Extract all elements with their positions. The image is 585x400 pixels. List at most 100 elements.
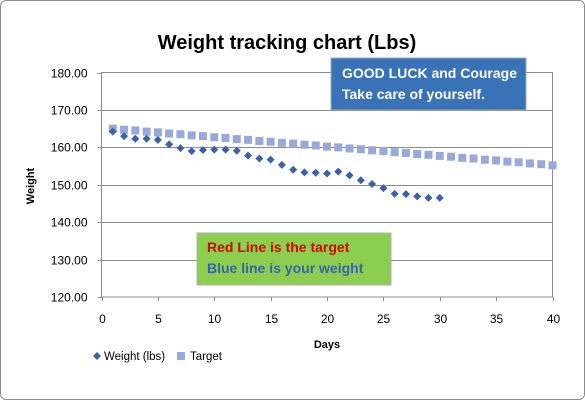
y-tick-label: 140.00 xyxy=(51,216,88,230)
y-axis-ticks: 120.00 130.00 140.00 150.00 160.00 170.00 180.… xyxy=(51,67,102,305)
x-axis-label: Days xyxy=(314,339,340,351)
annotation-target-note: Red Line is the target xyxy=(207,239,350,255)
target-point xyxy=(401,148,410,157)
x-tick-label: 5 xyxy=(155,312,162,326)
weight-point xyxy=(277,160,286,169)
weight-point xyxy=(232,146,241,155)
x-axis-ticks: 0 5 10 15 20 25 30 35 40 xyxy=(99,297,560,326)
annotation-legend-note-box xyxy=(196,232,392,286)
target-point xyxy=(537,160,546,169)
target-point xyxy=(131,126,140,135)
weight-point xyxy=(142,134,151,143)
weight-point xyxy=(435,193,444,202)
weight-point xyxy=(401,190,410,199)
annotation-good-luck-line-2: Take care of yourself. xyxy=(342,86,485,102)
target-series xyxy=(108,124,557,170)
weight-point xyxy=(379,184,388,193)
target-point xyxy=(176,130,185,139)
x-tick-label: 10 xyxy=(208,312,222,326)
target-point xyxy=(480,155,489,164)
weight-point xyxy=(345,171,354,180)
target-point xyxy=(244,135,253,144)
weight-series xyxy=(108,127,444,202)
weight-point xyxy=(289,165,298,174)
target-point xyxy=(300,140,309,149)
target-point xyxy=(469,154,478,163)
target-point xyxy=(334,143,343,152)
target-point xyxy=(311,141,320,150)
x-tick-label: 20 xyxy=(321,312,335,326)
weight-point xyxy=(198,145,207,154)
weight-point xyxy=(131,134,140,143)
target-point xyxy=(142,127,151,136)
annotation-good-luck-box xyxy=(330,57,527,111)
weight-point xyxy=(187,147,196,156)
target-point xyxy=(548,161,557,170)
target-point xyxy=(120,125,129,134)
target-point xyxy=(165,129,174,138)
target-point xyxy=(368,146,377,155)
target-point xyxy=(356,145,365,154)
target-point xyxy=(198,132,207,141)
weight-point xyxy=(244,151,253,160)
target-point xyxy=(255,136,264,145)
weight-point xyxy=(255,154,264,163)
y-tick-label: 170.00 xyxy=(51,104,88,118)
weight-point xyxy=(210,145,219,154)
target-point xyxy=(424,150,433,159)
weight-point xyxy=(323,169,331,178)
weight-point xyxy=(266,155,275,164)
target-point xyxy=(503,157,512,166)
annotation-weight-note: Blue line is your weight xyxy=(207,260,364,276)
target-point xyxy=(413,150,422,159)
x-tick-label: 30 xyxy=(434,312,448,326)
x-tick-label: 35 xyxy=(490,312,504,326)
target-point xyxy=(492,156,501,165)
target-point xyxy=(210,133,219,142)
target-point xyxy=(458,153,467,162)
y-tick-label: 150.00 xyxy=(51,179,88,193)
target-point xyxy=(379,147,388,156)
target-point xyxy=(232,135,241,144)
target-point xyxy=(390,148,399,157)
target-point xyxy=(221,133,230,142)
chart-title: Weight tracking chart (Lbs) xyxy=(158,32,417,54)
y-axis-label: Weight xyxy=(25,167,37,204)
weight-point xyxy=(153,135,162,144)
weight-point xyxy=(165,140,174,149)
target-point xyxy=(525,159,534,168)
weight-point xyxy=(368,180,377,189)
legend-weight-marker xyxy=(93,352,101,360)
legend-weight-label: Weight (lbs) xyxy=(104,351,165,363)
target-point xyxy=(514,158,523,167)
y-tick-label: 180.00 xyxy=(51,67,88,81)
target-point xyxy=(345,144,354,153)
x-tick-label: 25 xyxy=(377,312,391,326)
x-tick-label: 0 xyxy=(99,312,106,326)
y-tick-label: 160.00 xyxy=(51,141,88,155)
weight-point xyxy=(108,127,117,136)
x-tick-label: 40 xyxy=(547,312,561,326)
x-tick-label: 15 xyxy=(265,312,279,326)
weight-point xyxy=(300,168,309,177)
target-point xyxy=(435,151,444,160)
annotation-good-luck: GOOD LUCK and Courage Take care of yours… xyxy=(330,57,527,111)
target-point xyxy=(289,139,298,148)
legend-target-label: Target xyxy=(190,351,223,363)
weight-point xyxy=(356,176,365,185)
target-point xyxy=(447,152,456,161)
weight-point xyxy=(413,192,422,201)
y-tick-label: 130.00 xyxy=(51,254,88,268)
annotation-legend-note: Red Line is the target Blue line is your… xyxy=(196,232,392,286)
target-point xyxy=(187,131,196,140)
annotation-good-luck-line-1: GOOD LUCK and Courage xyxy=(342,65,517,81)
weight-point xyxy=(120,132,129,141)
weight-point xyxy=(176,144,185,153)
y-tick-label: 120.00 xyxy=(51,291,88,305)
legend: Weight (lbs) Target xyxy=(93,351,223,363)
target-point xyxy=(277,138,286,147)
weight-point xyxy=(424,193,433,202)
weight-point xyxy=(390,189,399,198)
target-point xyxy=(153,128,162,137)
